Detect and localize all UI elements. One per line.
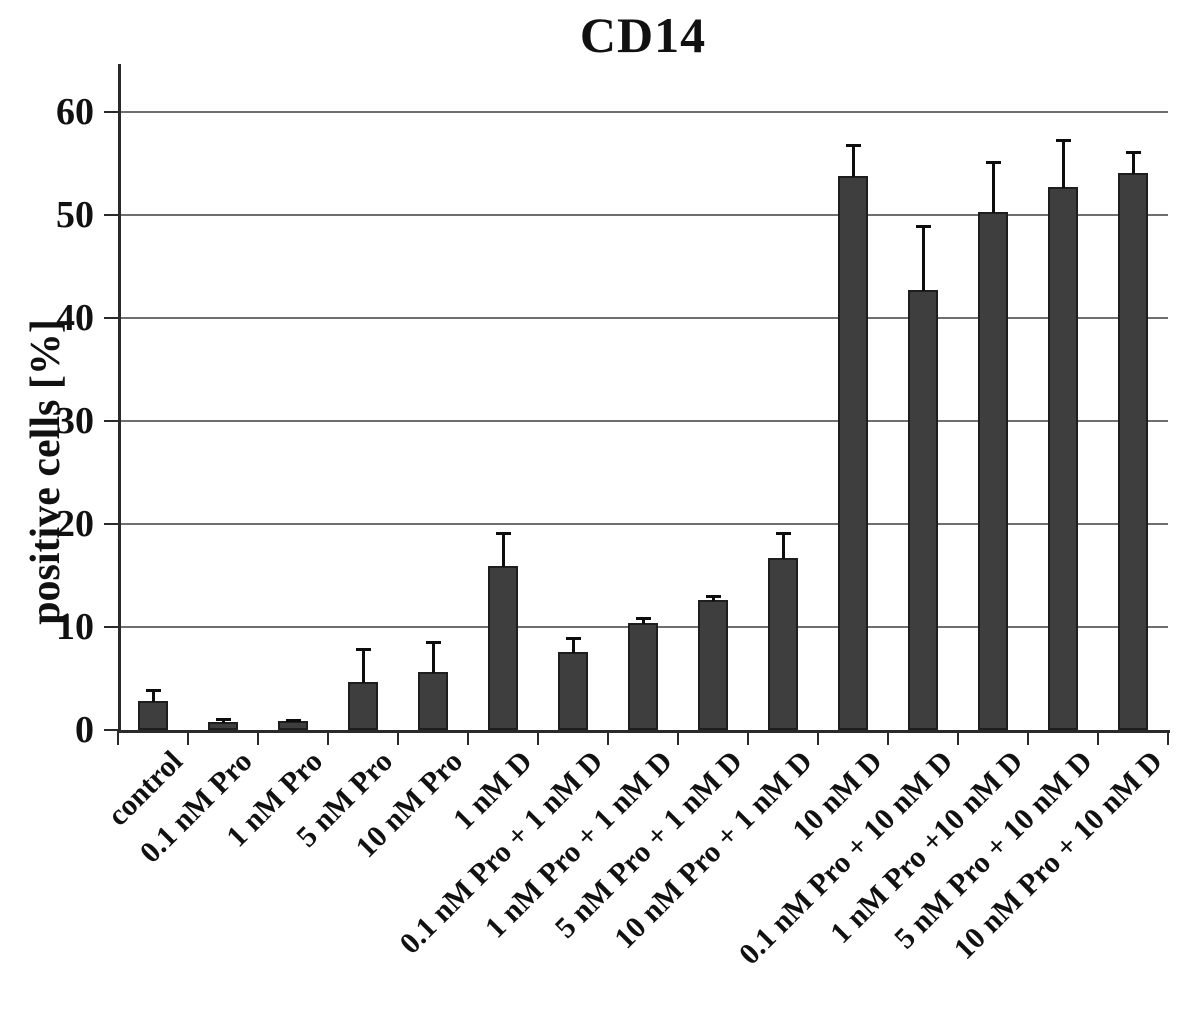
gridline-30 <box>118 420 1168 422</box>
y-tick-mark <box>104 111 118 113</box>
bar <box>138 701 168 730</box>
x-tick-mark <box>1097 730 1099 745</box>
error-bar-cap <box>285 718 301 722</box>
gridline-50 <box>118 214 1168 216</box>
bar <box>1118 172 1148 730</box>
y-tick-label: 20 <box>56 503 94 545</box>
y-tick-label: 50 <box>56 194 94 236</box>
y-tick-label: 10 <box>56 606 94 648</box>
y-tick-label: 0 <box>75 709 94 751</box>
y-tick-mark <box>104 317 118 319</box>
error-bar-cap <box>215 717 231 721</box>
x-tick-mark <box>607 730 609 745</box>
error-bar-cap <box>915 225 931 229</box>
x-tick-mark <box>467 730 469 745</box>
error-bar-whisker <box>851 143 855 177</box>
error-bar-whisker <box>641 616 645 624</box>
x-tick-mark <box>957 730 959 745</box>
y-tick-label: 40 <box>56 297 94 339</box>
bar <box>208 721 238 730</box>
x-tick-mark <box>117 730 119 745</box>
x-tick-mark <box>537 730 539 745</box>
error-bar-whisker <box>431 641 435 674</box>
error-bar-cap <box>495 532 511 536</box>
y-tick-mark <box>104 214 118 216</box>
error-bar-whisker <box>921 225 925 292</box>
error-bar-cap <box>1055 138 1071 142</box>
error-bar-cap <box>705 595 721 599</box>
error-bar-cap <box>775 532 791 536</box>
bar <box>908 290 938 730</box>
bar <box>978 211 1008 730</box>
error-bar-whisker <box>1131 151 1135 174</box>
bar <box>1048 187 1078 730</box>
bar <box>558 651 588 730</box>
error-bar-cap <box>985 161 1001 165</box>
x-tick-mark <box>817 730 819 745</box>
error-bar-cap <box>845 143 861 147</box>
gridline-20 <box>118 523 1168 525</box>
y-tick-label: 60 <box>56 91 94 133</box>
x-tick-mark <box>887 730 889 745</box>
gridline-60 <box>118 111 1168 113</box>
x-tick-mark <box>1027 730 1029 745</box>
bar <box>418 672 448 730</box>
bar <box>488 566 518 730</box>
gridline-40 <box>118 317 1168 319</box>
x-axis-line <box>118 730 1170 733</box>
x-tick-mark <box>397 730 399 745</box>
error-bar-whisker <box>781 532 785 559</box>
error-bar-whisker <box>361 647 365 683</box>
error-bar-whisker <box>151 688 155 703</box>
bar <box>768 557 798 730</box>
y-tick-mark <box>104 626 118 628</box>
error-bar-cap <box>425 641 441 645</box>
error-bar-whisker <box>1061 138 1065 189</box>
error-bar-cap <box>635 616 651 620</box>
error-bar-whisker <box>571 637 575 653</box>
bar <box>628 622 658 730</box>
y-tick-mark <box>104 523 118 525</box>
bar <box>278 720 308 730</box>
bar <box>348 681 378 730</box>
error-bar-cap <box>355 647 371 651</box>
error-bar-cap <box>565 637 581 641</box>
x-tick-mark <box>747 730 749 745</box>
error-bar-cap <box>1125 151 1141 155</box>
y-axis-line <box>118 64 121 733</box>
error-bar-cap <box>145 688 161 692</box>
error-bar-whisker <box>991 161 995 213</box>
x-tick-mark <box>677 730 679 745</box>
error-bar-whisker <box>501 532 505 568</box>
x-tick-mark <box>257 730 259 745</box>
x-tick-mark <box>327 730 329 745</box>
x-tick-mark <box>1167 730 1169 745</box>
error-bar-whisker <box>711 595 715 602</box>
y-tick-mark <box>104 729 118 731</box>
bar <box>698 600 728 730</box>
y-tick-label: 30 <box>56 400 94 442</box>
bar <box>838 175 868 730</box>
y-tick-mark <box>104 420 118 422</box>
x-tick-mark <box>187 730 189 745</box>
chart-title: CD14 <box>579 7 707 63</box>
